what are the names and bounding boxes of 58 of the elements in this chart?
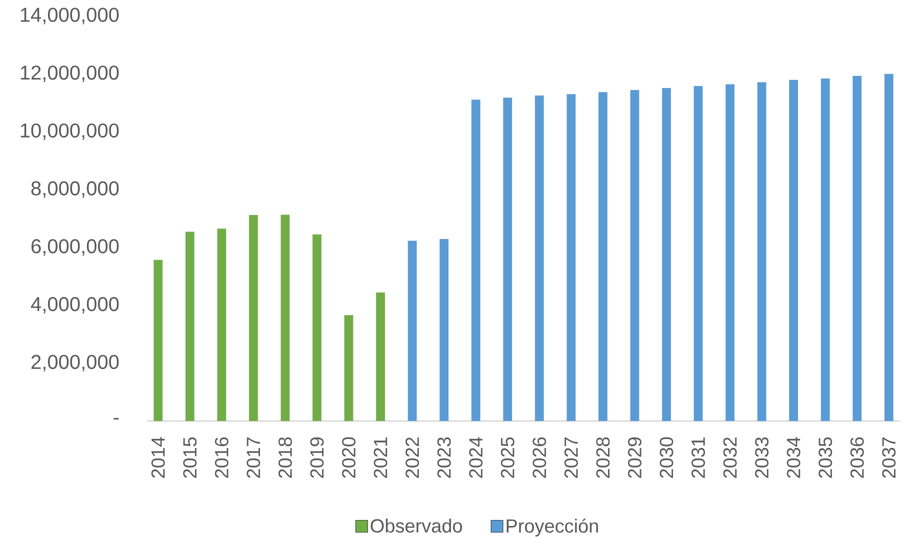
bar — [820, 78, 830, 421]
y-tick-label: - — [114, 418, 119, 420]
x-tick-label: 2034 — [786, 437, 800, 478]
bar — [566, 94, 576, 421]
x-tick-label: 2037 — [882, 437, 896, 478]
x-tick-label: 2032 — [723, 437, 737, 478]
x-tick-label: 2027 — [564, 437, 578, 478]
x-tick-label: 2036 — [850, 437, 864, 478]
x-tick-label: 2035 — [818, 437, 832, 478]
y-tick-label: 4,000,000 — [30, 297, 119, 314]
bar — [376, 292, 385, 421]
x-tick-label: 2024 — [469, 437, 483, 478]
y-tick-label: 12,000,000 — [20, 66, 119, 82]
bar — [726, 84, 734, 421]
bar — [789, 80, 798, 421]
x-tick-label: 2026 — [532, 437, 546, 478]
y-tick-label: 2,000,000 — [32, 354, 119, 372]
bar — [185, 232, 194, 421]
bar — [852, 76, 862, 421]
x-tick-label: 2031 — [692, 437, 705, 478]
x-tick-label: 2021 — [374, 437, 388, 478]
x-tick-label: 2019 — [310, 437, 324, 478]
y-tick-label: 8,000,000 — [31, 181, 119, 198]
x-tick-label: 2033 — [755, 437, 769, 478]
bar — [280, 214, 290, 421]
legend-label: Observado — [370, 518, 462, 533]
y-tick-label: 10,000,000 — [20, 123, 119, 140]
bar — [248, 215, 258, 421]
bar — [440, 239, 449, 421]
legend-label: Proyección — [506, 518, 598, 536]
bar — [503, 98, 512, 421]
y-tick-label: 14,000,000 — [20, 8, 119, 24]
x-tick-label: 2016 — [214, 437, 228, 478]
bar — [408, 240, 417, 421]
bar — [694, 86, 703, 421]
x-tick-label: 2025 — [500, 437, 514, 478]
x-tick-label: 2014 — [151, 437, 165, 478]
y-tick-label: 6,000,000 — [32, 239, 119, 256]
bar — [534, 96, 544, 421]
bar — [598, 92, 608, 421]
bar — [884, 74, 894, 421]
bar — [662, 88, 671, 421]
x-tick-label: 2020 — [342, 437, 356, 478]
x-tick-label: 2023 — [437, 437, 451, 478]
bar — [312, 234, 322, 421]
x-tick-label: 2015 — [183, 437, 197, 478]
bar — [154, 260, 163, 421]
x-tick-label: 2018 — [278, 437, 292, 478]
x-tick-label: 2028 — [596, 437, 610, 478]
bar — [757, 82, 766, 421]
bar — [344, 315, 354, 421]
x-tick-label: 2017 — [246, 437, 260, 478]
x-tick-label: 2030 — [660, 437, 674, 478]
bar — [630, 90, 640, 421]
x-tick-label: 2022 — [406, 437, 420, 478]
bar — [471, 100, 480, 421]
bar — [217, 228, 226, 421]
x-tick-label: 2029 — [628, 437, 642, 478]
